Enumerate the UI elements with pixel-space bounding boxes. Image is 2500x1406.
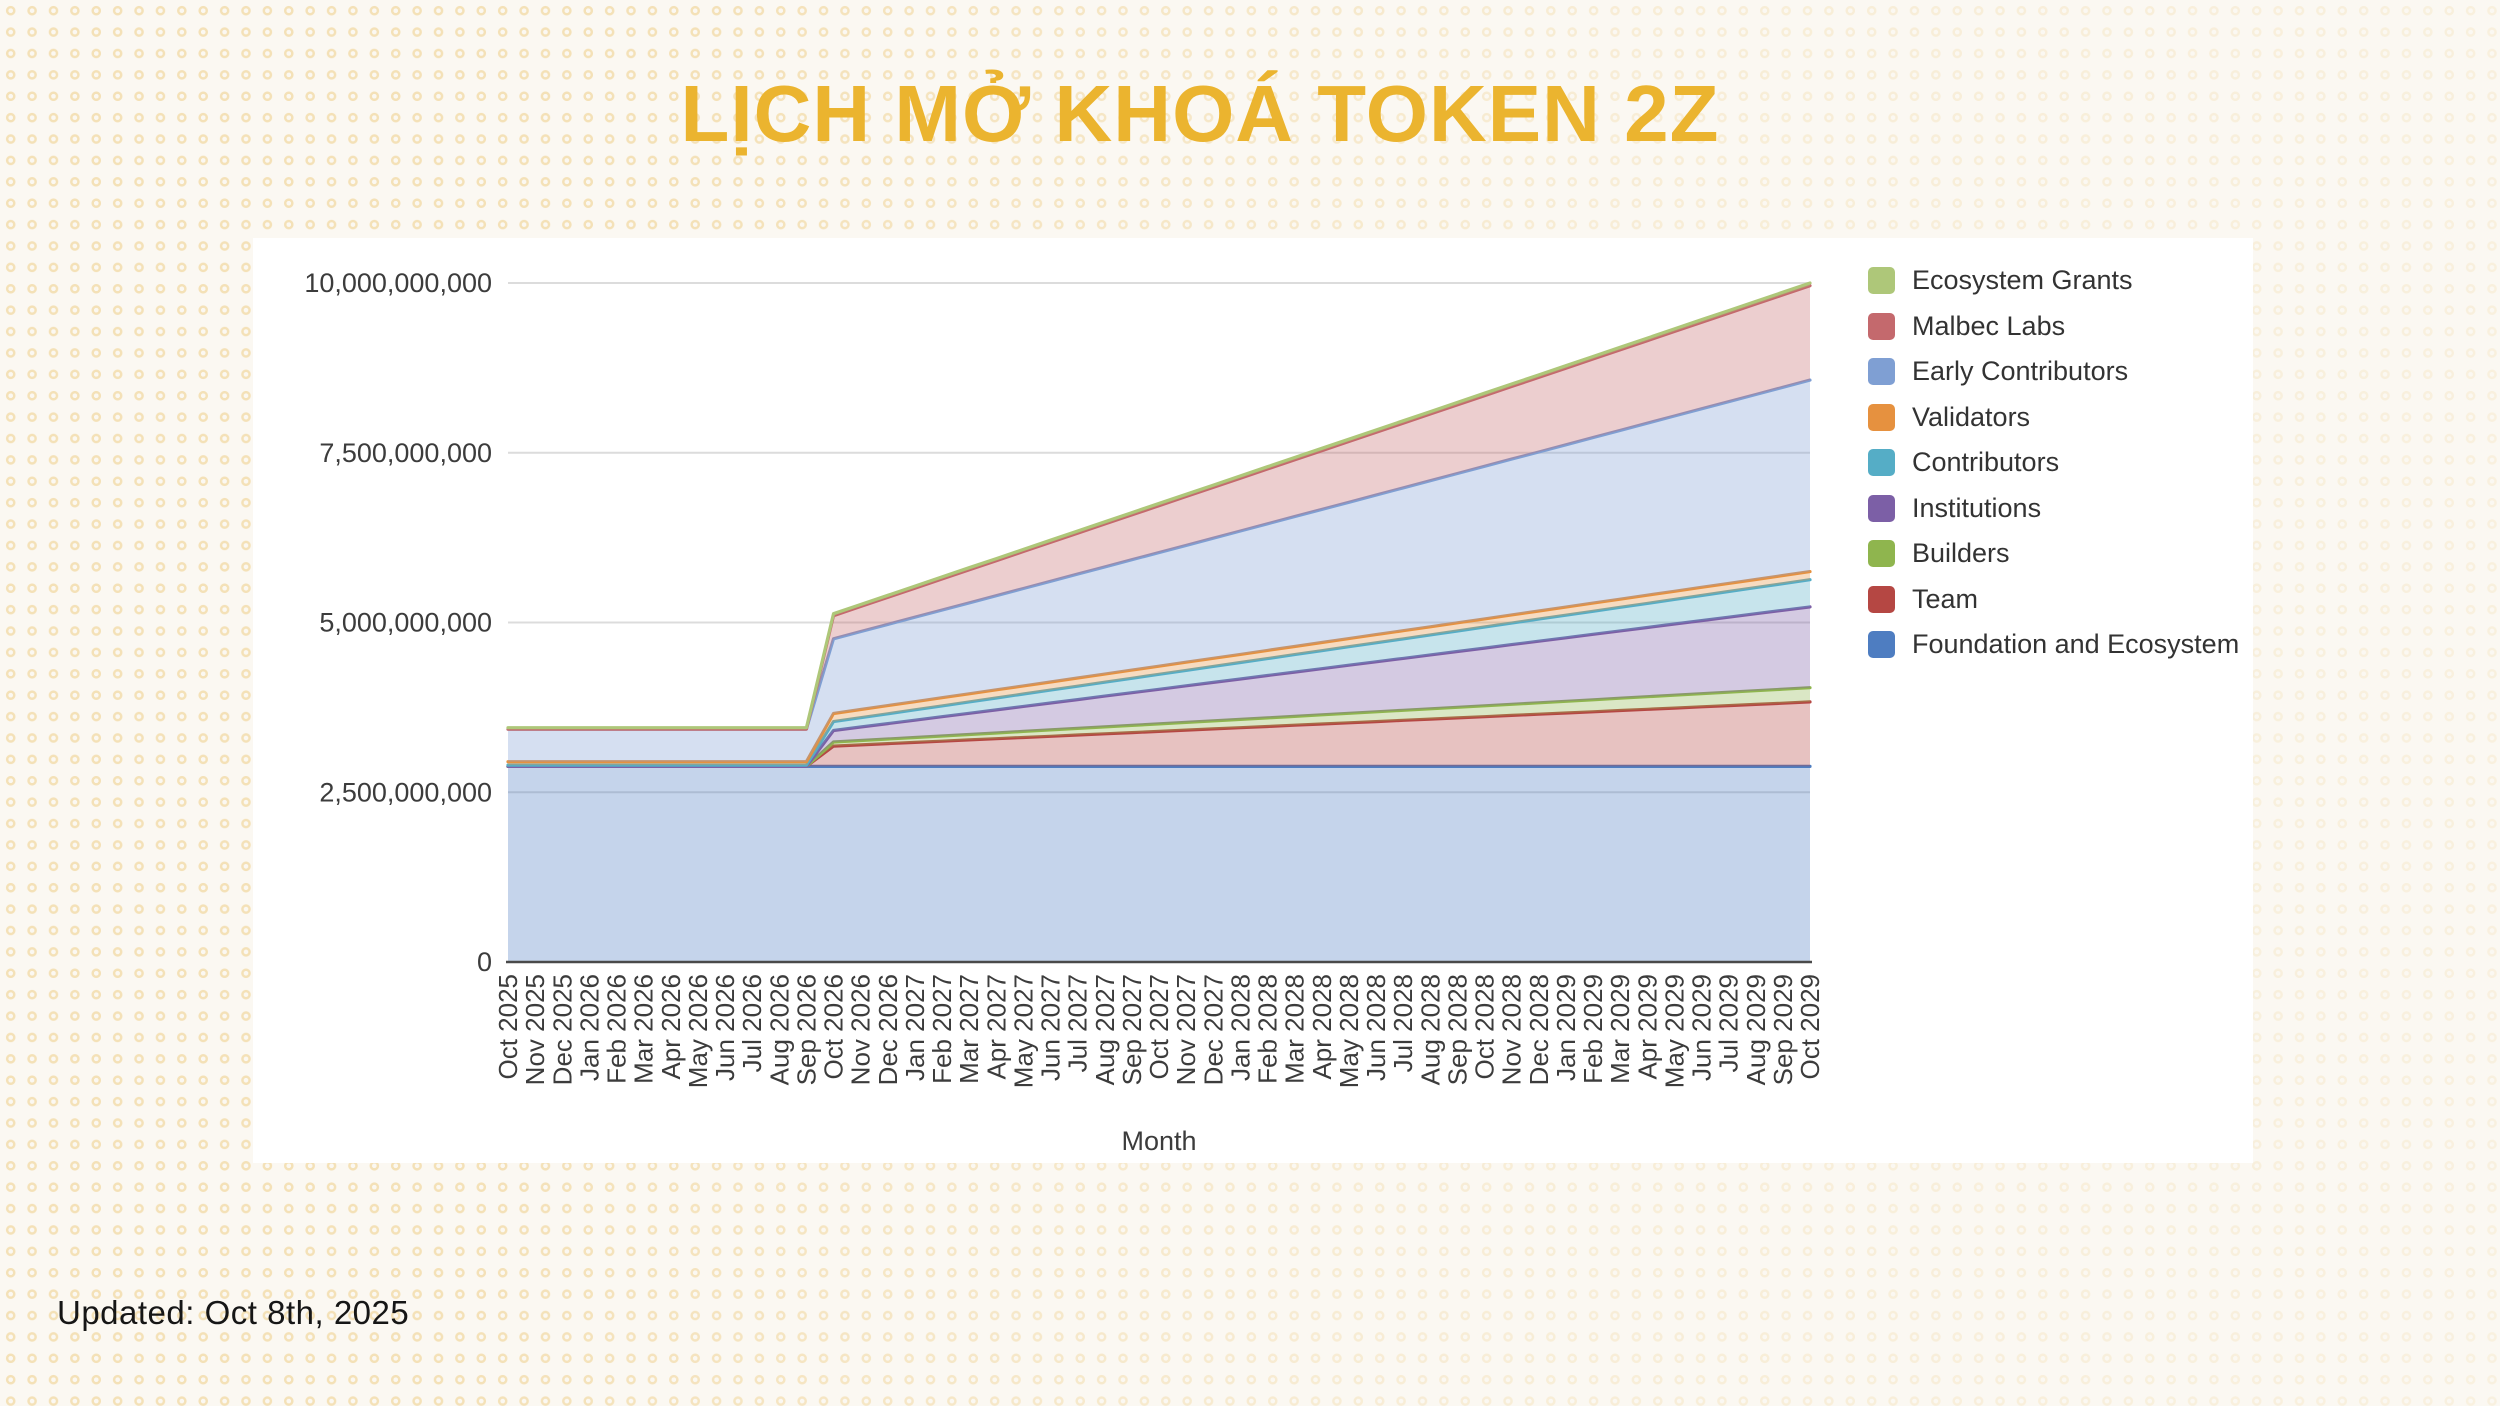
legend-item: Malbec Labs — [1868, 304, 2239, 350]
legend-label: Institutions — [1912, 492, 2042, 523]
legend-item: Team — [1868, 577, 2239, 623]
legend-label: Builders — [1912, 538, 2010, 569]
legend-label: Early Contributors — [1912, 356, 2129, 387]
legend-item: Validators — [1868, 395, 2239, 441]
legend-label: Ecosystem Grants — [1912, 265, 2133, 296]
updated-date-label: Updated: Oct 8th, 2025 — [57, 1294, 410, 1331]
legend-swatch-icon — [1868, 540, 1895, 568]
legend-item: Ecosystem Grants — [1868, 258, 2239, 304]
legend-label: Malbec Labs — [1912, 310, 2066, 341]
legend-label: Validators — [1912, 401, 2031, 432]
legend-item: Contributors — [1868, 440, 2239, 486]
legend-item: Early Contributors — [1868, 349, 2239, 395]
legend-swatch-icon — [1868, 358, 1895, 386]
legend-swatch-icon — [1868, 494, 1895, 522]
legend-item: Foundation and Ecosystem — [1868, 622, 2239, 668]
legend-swatch-icon — [1868, 631, 1895, 659]
legend-item: Builders — [1868, 531, 2239, 577]
legend-swatch-icon — [1868, 267, 1895, 295]
page-title: LỊCH MỞ KHOÁ TOKEN 2Z — [680, 69, 1720, 158]
legend-swatch-icon — [1868, 585, 1895, 613]
legend-item: Institutions — [1868, 486, 2239, 532]
legend-label: Contributors — [1912, 447, 2060, 478]
legend-swatch-icon — [1868, 312, 1895, 340]
legend-label: Team — [1912, 583, 1979, 614]
legend-swatch-icon — [1868, 449, 1895, 477]
legend-label: Foundation and Ecosystem — [1912, 629, 2240, 660]
chart-legend: Ecosystem Grants Malbec Labs Early Contrib… — [1868, 258, 2239, 668]
legend-swatch-icon — [1868, 403, 1895, 431]
